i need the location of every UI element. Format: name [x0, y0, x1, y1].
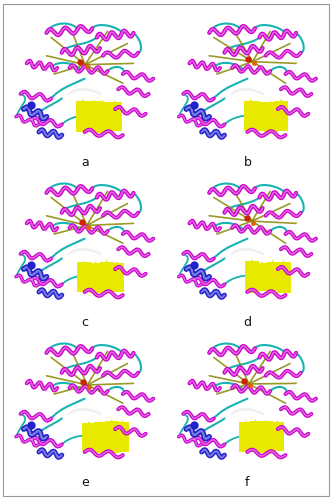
Text: c: c [81, 316, 88, 328]
Text: e: e [81, 476, 89, 488]
Text: a: a [81, 156, 89, 168]
Text: d: d [243, 316, 251, 328]
Text: b: b [243, 156, 251, 168]
Text: f: f [245, 476, 250, 488]
